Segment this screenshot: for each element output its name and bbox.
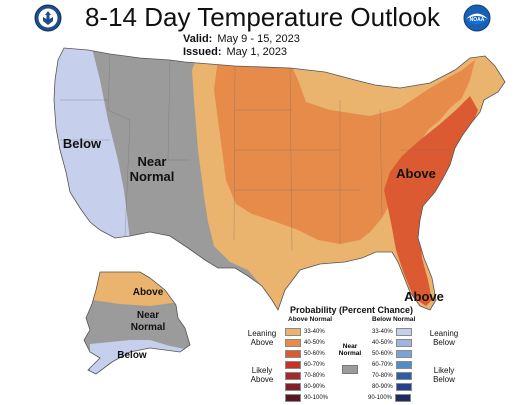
label-alaska-below: Below [117, 350, 147, 361]
above-swatch-6 [285, 382, 301, 391]
below-swatch-7 [395, 393, 412, 402]
above-swatch-3 [285, 349, 301, 358]
label-near-normal-2: Normal [130, 169, 175, 184]
above-swatch-2 [285, 338, 301, 347]
label-near-normal-1: Near [138, 154, 167, 169]
below-bin-row: 33-40% [372, 327, 412, 336]
below-swatch-3 [395, 349, 412, 358]
label-alaska-near-1: Near [137, 310, 159, 321]
state-borders [60, 53, 450, 251]
above-bin-row: 50-60% [285, 349, 325, 358]
below-swatch-4 [395, 360, 412, 369]
above-swatch-1 [285, 327, 301, 336]
issued-date-line: Issued: May 1, 2023 [183, 46, 287, 58]
below-swatch-2 [395, 338, 412, 347]
valid-value: May 9 - 15, 2023 [217, 33, 300, 45]
below-bin-row: 60-70% [372, 360, 412, 369]
issued-value: May 1, 2023 [226, 46, 288, 58]
above-normal-header: Above Normal [288, 316, 333, 323]
likely-below-label: Likely Below [433, 366, 455, 384]
below-swatch-1 [395, 327, 412, 336]
label-alaska-near-2: Normal [131, 322, 166, 333]
above-bin-row: 33-40% [285, 327, 325, 336]
below-bin-row: 40-50% [372, 338, 412, 347]
valid-date-line: Valid: May 9 - 15, 2023 [183, 33, 300, 45]
below-normal-header: Below Normal [372, 316, 416, 323]
below-bin-row: 70-80% [372, 371, 412, 380]
above-bin-row: 80-90% [285, 382, 325, 391]
below-bin-row: 90-100% [368, 393, 412, 402]
alaska-outline [83, 271, 191, 375]
above-bin-row: 60-70% [285, 360, 325, 369]
below-bin-row: 80-90% [372, 382, 412, 391]
near-normal-legend-label: Near Normal [338, 343, 362, 357]
leaning-above-label: Leaning Above [247, 329, 277, 347]
near-normal-swatch [342, 365, 358, 374]
label-above-florida: Above [404, 289, 444, 304]
likely-above-label: Likely Above [250, 366, 274, 384]
below-swatch-6 [395, 382, 412, 391]
leaning-below-label: Leaning Below [429, 329, 459, 347]
legend-title: Probability (Percent Chance) [290, 305, 414, 315]
above-swatch-4 [285, 360, 301, 369]
conus-outline [53, 47, 506, 311]
valid-label: Valid: [183, 33, 213, 45]
noaa-logo-text: NOAA [470, 17, 485, 23]
map-title: 8-14 Day Temperature Outlook [84, 2, 441, 32]
below-bin-row: 50-60% [372, 349, 412, 358]
label-above-east: Above [396, 166, 436, 181]
noaa-logo-icon: NOAA [463, 4, 491, 32]
label-alaska-above: Above [133, 287, 164, 298]
above-bin-row: 70-80% [285, 371, 325, 380]
commerce-seal-icon [34, 4, 62, 32]
label-below-west: Below [63, 136, 102, 151]
above-bin-row: 40-50% [285, 338, 325, 347]
issued-label: Issued: [183, 46, 222, 58]
above-bin-row: 90-100% [285, 393, 328, 402]
above-swatch-7 [285, 393, 301, 402]
below-swatch-5 [395, 371, 412, 380]
above-swatch-5 [285, 371, 301, 380]
above-40-50-region [214, 58, 475, 244]
